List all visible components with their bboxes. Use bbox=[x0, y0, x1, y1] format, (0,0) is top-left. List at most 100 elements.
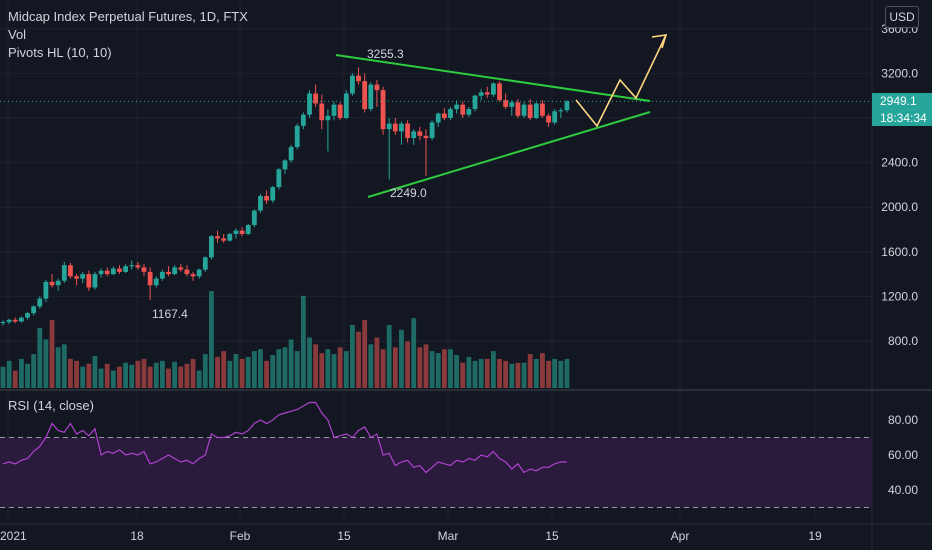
candle-body bbox=[221, 238, 227, 241]
candle-body bbox=[172, 267, 178, 275]
volume-bar bbox=[190, 358, 196, 388]
candle-body bbox=[233, 230, 239, 234]
candle-body bbox=[31, 306, 37, 314]
volume-bar bbox=[405, 341, 410, 388]
volume-bar bbox=[546, 360, 551, 388]
projection-arrowhead bbox=[651, 34, 668, 49]
trendline bbox=[367, 111, 651, 198]
price-tick-label: 1600.0 bbox=[881, 245, 918, 259]
candle-body bbox=[509, 102, 515, 107]
candle-body bbox=[362, 81, 368, 110]
volume-bar bbox=[497, 358, 502, 388]
candle-body bbox=[104, 270, 110, 275]
time-tick-label: 15 bbox=[337, 529, 351, 543]
volume-bar bbox=[49, 320, 55, 388]
time-tick-label: 15 bbox=[545, 529, 559, 543]
candle-body bbox=[276, 169, 282, 188]
volume-bar bbox=[215, 356, 220, 388]
candle-body bbox=[6, 319, 12, 323]
candle-body bbox=[423, 135, 429, 139]
candle-body bbox=[435, 113, 441, 123]
candle-body bbox=[43, 281, 49, 299]
volume-bar bbox=[417, 347, 423, 388]
volume-bar bbox=[460, 362, 466, 388]
candle-body bbox=[343, 93, 349, 118]
candle-body bbox=[80, 274, 86, 279]
candle-body bbox=[527, 104, 533, 118]
volume-bar bbox=[429, 351, 435, 388]
last-price-tag: 2949.1 bbox=[872, 93, 932, 110]
pivot-low-label: 2249.0 bbox=[390, 186, 427, 200]
volume-bar bbox=[258, 349, 263, 388]
volume-bar bbox=[270, 355, 276, 388]
volume-bar bbox=[423, 344, 429, 388]
volume-bar bbox=[31, 354, 37, 388]
candle-body bbox=[184, 269, 190, 275]
volume-bar bbox=[552, 358, 558, 388]
volume-bar bbox=[92, 355, 98, 388]
volume-bar bbox=[80, 366, 86, 388]
candle-body bbox=[307, 93, 312, 115]
price-tick-label: 3200.0 bbox=[881, 66, 918, 80]
volume-bar bbox=[221, 351, 227, 388]
projection-path bbox=[575, 34, 667, 128]
candle-body bbox=[92, 274, 98, 288]
candle-body bbox=[558, 110, 564, 112]
candle-body bbox=[411, 131, 417, 139]
candle-body bbox=[380, 90, 386, 130]
volume-bar bbox=[288, 339, 294, 388]
rsi-tick-label: 60.00 bbox=[888, 448, 918, 462]
candle-body bbox=[12, 319, 18, 322]
time-tick-label: Mar bbox=[438, 529, 459, 543]
volume-bar bbox=[245, 356, 251, 388]
candle-body bbox=[270, 187, 276, 201]
volume-bar bbox=[98, 368, 104, 388]
volume-bar bbox=[454, 355, 460, 388]
candle-body bbox=[282, 160, 288, 170]
volume-bar bbox=[478, 358, 484, 388]
candle-body bbox=[141, 267, 147, 272]
candle-body bbox=[521, 104, 527, 116]
candle-body bbox=[25, 313, 30, 318]
rsi-tick-label: 80.00 bbox=[888, 413, 918, 427]
volume-bar bbox=[521, 362, 527, 388]
volume-bar bbox=[448, 349, 453, 388]
volume-bar bbox=[129, 364, 135, 388]
candle-body bbox=[215, 236, 220, 239]
candle-body bbox=[392, 123, 398, 132]
candle-body bbox=[153, 278, 159, 286]
candle-body bbox=[178, 267, 184, 270]
volume-bar bbox=[540, 353, 545, 388]
volume-bar bbox=[264, 360, 269, 388]
candle-body bbox=[202, 257, 208, 270]
pivots-legend: Pivots HL (10, 10) bbox=[8, 45, 112, 60]
candle-body bbox=[454, 104, 460, 110]
candle-body bbox=[331, 104, 337, 116]
candle-body bbox=[147, 271, 153, 286]
candle-body bbox=[159, 271, 165, 279]
candle-body bbox=[460, 104, 466, 115]
volume-bar bbox=[491, 351, 496, 388]
candle-body bbox=[374, 84, 380, 91]
candle-body bbox=[196, 269, 202, 277]
candle-body bbox=[258, 196, 263, 211]
time-tick-label: 2021 bbox=[0, 529, 27, 543]
volume-bar bbox=[86, 363, 92, 388]
candle-body bbox=[350, 75, 355, 94]
volume-bar bbox=[435, 353, 441, 388]
candle-body bbox=[264, 196, 269, 201]
candle-body bbox=[117, 268, 122, 272]
volume-bar bbox=[178, 366, 184, 388]
currency-badge[interactable]: USD bbox=[885, 6, 919, 28]
volume-bar bbox=[399, 329, 404, 388]
volume-bar bbox=[117, 366, 122, 388]
candle-body bbox=[18, 317, 24, 322]
candle-body bbox=[546, 115, 551, 123]
candle-body bbox=[110, 268, 116, 275]
candle-body bbox=[239, 230, 245, 234]
time-tick-label: 19 bbox=[808, 529, 822, 543]
candle-body bbox=[429, 122, 435, 139]
candle-body bbox=[98, 270, 104, 275]
volume-bar bbox=[319, 353, 325, 388]
